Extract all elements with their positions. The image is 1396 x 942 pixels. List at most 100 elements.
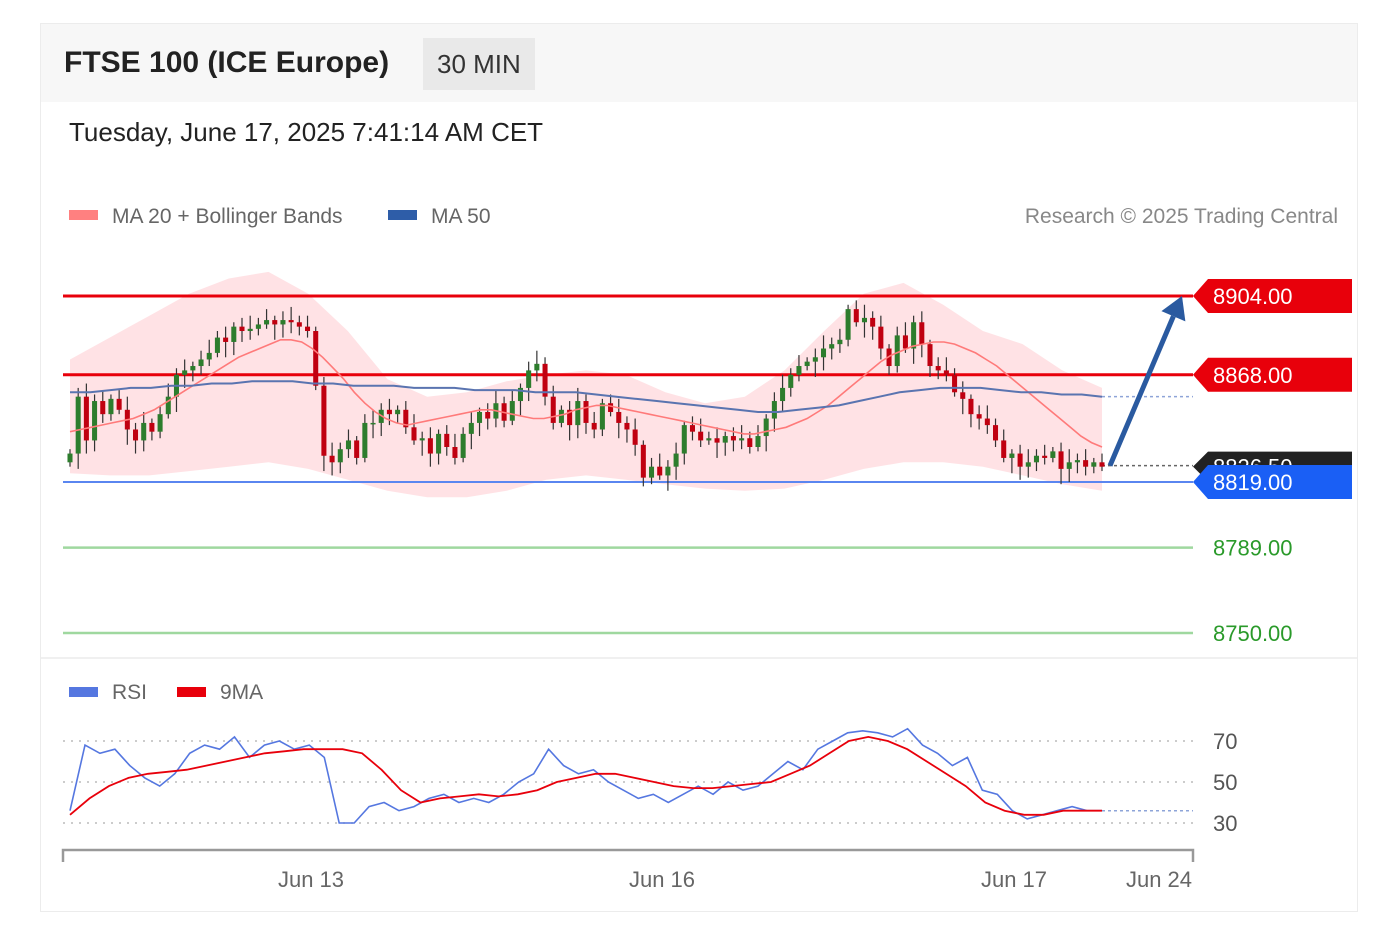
candle-body: [878, 326, 884, 349]
forecast-arrow-shaft: [1107, 315, 1176, 467]
instrument-title: FTSE 100 (ICE Europe): [64, 46, 390, 79]
x-tick-label: Jun 24: [1126, 867, 1192, 892]
candle-body: [468, 422, 474, 434]
candle-body: [337, 449, 343, 463]
candle-body: [419, 438, 425, 441]
candle-body: [108, 398, 114, 415]
candle-body: [477, 411, 483, 423]
legend-ma20-label: MA 20 + Bollinger Bands: [112, 205, 343, 228]
forecast-arrow-head: [1161, 296, 1186, 322]
candle-body: [845, 309, 851, 340]
candle-body: [370, 422, 376, 425]
candle-body: [706, 438, 712, 441]
rsi-tick-label: 70: [1213, 729, 1237, 754]
candle-body: [968, 398, 974, 415]
candle-body: [853, 309, 859, 323]
candle-body: [665, 466, 671, 476]
candle-body: [239, 326, 245, 332]
x-tick-label: Jun 13: [278, 867, 344, 892]
candle-body: [255, 324, 261, 329]
candle-body: [861, 317, 867, 323]
candle-body: [345, 440, 351, 450]
candle-body: [1066, 462, 1072, 469]
candle-body: [75, 396, 81, 454]
resistance-level-label: 8904.00: [1213, 284, 1293, 309]
candle-body: [591, 422, 597, 430]
candle-body: [714, 438, 720, 443]
candle-body: [460, 433, 466, 458]
candle-body: [902, 335, 908, 349]
candle-body: [583, 401, 589, 423]
candle-body: [804, 361, 810, 367]
candle-body: [608, 403, 614, 412]
candle-body: [558, 409, 564, 423]
legend-rsi-swatch: [69, 687, 98, 697]
legend-ma50-label: MA 50: [431, 205, 491, 228]
legend-9ma-swatch: [177, 687, 206, 697]
candle-body: [206, 352, 212, 360]
candle-body: [354, 440, 360, 458]
ma50-line: [70, 380, 1103, 413]
legend-ma20-swatch: [69, 210, 98, 220]
candle-body: [788, 374, 794, 388]
candle-body: [1025, 462, 1031, 467]
bollinger-bands: [70, 271, 1102, 498]
candle-body: [1058, 451, 1064, 469]
candle-body: [427, 438, 433, 454]
chart-card: FTSE 100 (ICE Europe) 30 MIN Tuesday, Ju…: [40, 23, 1358, 912]
candle-body: [681, 425, 687, 454]
x-axis-line: [61, 848, 1195, 862]
candle-body: [616, 411, 622, 423]
candle-body: [296, 322, 302, 327]
candle-body: [739, 438, 745, 441]
candle-body: [149, 422, 155, 432]
candle-body: [100, 401, 106, 415]
candle-body: [157, 414, 163, 432]
candle-body: [550, 396, 556, 423]
candle-body: [485, 411, 491, 419]
candle-body: [993, 425, 999, 441]
candle-body: [747, 438, 753, 447]
candle-body: [411, 427, 417, 441]
candle-body: [509, 401, 515, 421]
candle-body: [452, 446, 458, 458]
candle-body: [927, 344, 933, 367]
rsi-tick-label: 30: [1213, 811, 1237, 836]
candle-body: [632, 429, 638, 445]
candle-body: [796, 366, 802, 375]
candle-body: [313, 331, 319, 386]
candle-body: [280, 320, 286, 325]
candle-body: [943, 370, 949, 375]
level-lines: [63, 294, 1193, 635]
candle-body: [165, 396, 171, 415]
candle-body: [133, 429, 139, 441]
level-labels: 8904.008868.008826.508789.008750.008819.…: [1193, 279, 1352, 646]
pivot-level-tag: [1193, 465, 1352, 500]
candle-body: [1017, 453, 1023, 467]
candle-body: [763, 418, 769, 437]
support-level-label: 8750.00: [1213, 621, 1293, 646]
candle-body: [780, 387, 786, 402]
candle-body: [935, 366, 941, 371]
resistance-level-tag: [1193, 357, 1352, 392]
ma20-line: [69, 339, 1103, 448]
chart-datetime: Tuesday, June 17, 2025 7:41:14 AM CET: [69, 117, 544, 147]
legend-9ma-label: 9MA: [220, 681, 263, 704]
candle-body: [1009, 453, 1015, 458]
candle-body: [829, 344, 835, 349]
legend-rsi-label: RSI: [112, 681, 147, 704]
candle-body: [1099, 462, 1105, 467]
candle-body: [837, 339, 843, 345]
candle-body: [919, 322, 925, 345]
candle-body: [649, 466, 655, 478]
candle-body: [673, 453, 679, 467]
candle-body: [575, 401, 581, 426]
candle-body: [386, 409, 392, 415]
bollinger-band-area: [70, 271, 1102, 498]
x-tick-label: Jun 17: [981, 867, 1047, 892]
candle-body: [812, 357, 818, 362]
candle-body: [231, 326, 237, 342]
timeframe-badge[interactable]: 30 MIN: [423, 38, 535, 90]
candle-body: [534, 363, 540, 371]
